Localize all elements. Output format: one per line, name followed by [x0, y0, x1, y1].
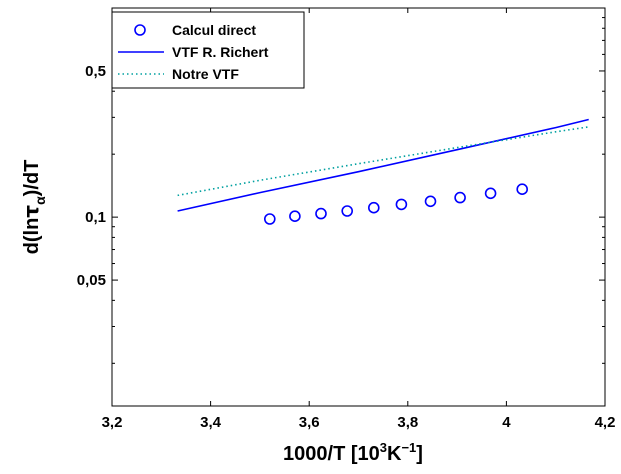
data-point [289, 210, 301, 222]
y-tick-label: 0,05 [77, 272, 106, 289]
legend-label-notre-vtf: Notre VTF [172, 66, 239, 82]
y-axis-title: d(lnτα)/dT [19, 160, 48, 255]
legend-box [111, 11, 305, 89]
ticks-layer: 3,2 3,4 3,6 3,8 4 4,2 0,05 0,1 0,5 [77, 8, 616, 431]
legend-marker-calcul-direct [134, 24, 146, 36]
x-tick-label: 4,2 [595, 414, 616, 431]
y-tick-label: 0,5 [85, 63, 106, 80]
marks-layer [177, 118, 589, 225]
legend-label-calcul-direct: Calcul direct [172, 22, 256, 38]
data-point [315, 207, 327, 220]
x-tick-label: 4 [502, 414, 511, 431]
data-point [263, 213, 276, 225]
x-tick-label: 3,4 [200, 414, 222, 431]
legend: Calcul direct VTF R. Richert Notre VTF [111, 11, 305, 89]
x-tick-label: 3,6 [299, 414, 320, 431]
x-axis-title: 1000/T [103K−1] [283, 440, 423, 465]
y-tick-label: 0,1 [85, 209, 106, 226]
x-tick-label: 3,2 [102, 414, 123, 431]
axes-frame [111, 7, 606, 407]
legend-label-vtf-richert: VTF R. Richert [172, 44, 269, 60]
data-point [454, 191, 466, 204]
data-point [424, 195, 437, 208]
data-point [395, 198, 408, 211]
data-point [367, 201, 380, 214]
data-point [341, 205, 354, 217]
data-point [484, 187, 497, 200]
data-point [516, 183, 529, 195]
series-line-1 [177, 118, 589, 212]
x-tick-label: 3,8 [397, 414, 418, 431]
